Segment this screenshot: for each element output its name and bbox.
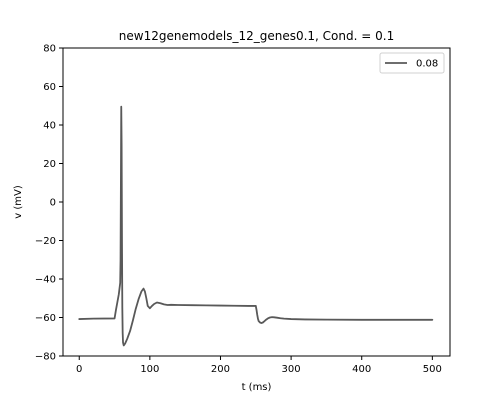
x-tick-label-2: 200	[211, 364, 230, 375]
y-tick-label-3: −20	[35, 236, 56, 247]
series-layer	[78, 105, 434, 347]
y-tick-label-1: −60	[35, 313, 56, 324]
y-tick-label-8: 80	[43, 44, 56, 55]
y-tick-label-6: 40	[43, 121, 56, 132]
x-tick-label-0: 0	[76, 364, 82, 375]
y-tick-label-5: 20	[43, 159, 56, 170]
y-axis: −80 −60 −40 −20 0 20 40 60 80	[35, 44, 63, 363]
y-tick-label-7: 60	[43, 82, 56, 93]
series-line-0	[78, 105, 434, 347]
y-axis-label: v (mV)	[13, 185, 24, 219]
x-axis-label: t (ms)	[242, 382, 272, 393]
plot-area	[63, 48, 450, 356]
legend-label: 0.08	[416, 59, 438, 70]
x-tick-label-3: 300	[282, 364, 301, 375]
x-tick-label-4: 400	[352, 364, 371, 375]
chart-title: new12genemodels_12_genes0.1, Cond. = 0.1	[119, 29, 394, 43]
legend-box	[379, 52, 445, 74]
x-tick-label-1: 100	[140, 364, 159, 375]
x-tick-label-5: 500	[423, 364, 442, 375]
legend: 0.08	[379, 52, 445, 74]
y-tick-label-0: −80	[35, 352, 56, 363]
y-tick-label-4: 0	[50, 198, 56, 209]
y-tick-label-2: −40	[35, 275, 56, 286]
plot-background	[63, 48, 450, 356]
x-axis: 0 100 200 300 400 500	[76, 356, 442, 375]
